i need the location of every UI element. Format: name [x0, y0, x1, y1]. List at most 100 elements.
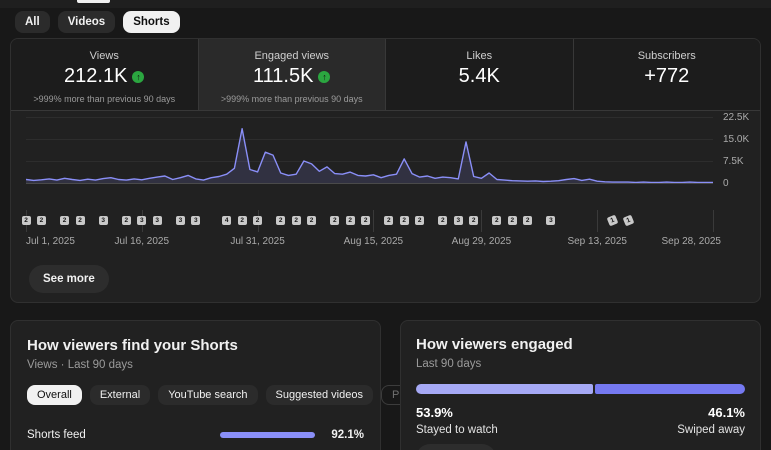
publish-marker[interactable]: 2 [291, 216, 301, 225]
x-axis-tick [373, 210, 375, 232]
metric-comparison: >999% more than previous 90 days [33, 94, 176, 104]
metric-value: 212.1K [64, 65, 128, 87]
see-more-button[interactable]: See more [416, 444, 496, 450]
filter-chip-videos[interactable]: Videos [57, 11, 116, 33]
publish-marker[interactable]: 2 [492, 216, 502, 225]
engagement-labels: 53.9% Stayed to watch 46.1% Swiped away [416, 405, 745, 436]
traffic-source-name: Shorts feed [27, 429, 86, 441]
publish-marker[interactable]: 2 [36, 216, 46, 225]
x-axis-tick-label: Sep 13, 2025 [567, 236, 627, 247]
metric-label: Views [89, 50, 119, 62]
publish-marker[interactable]: 2 [438, 216, 448, 225]
swiped-label: Swiped away [677, 424, 745, 436]
publish-marker[interactable]: 3 [175, 216, 185, 225]
publish-marker[interactable]: 2 [384, 216, 394, 225]
metric-value: 5.4K [458, 65, 500, 87]
publish-marker[interactable]: 2 [399, 216, 409, 225]
publish-marker[interactable]: 2 [415, 216, 425, 225]
traffic-row-shorts-feed[interactable]: Shorts feed 92.1% [27, 421, 364, 449]
metric-value: +772 [644, 65, 690, 87]
y-axis-tick-label: 22.5K [723, 112, 750, 123]
filter-chip-all[interactable]: All [15, 11, 50, 33]
metric-label: Likes [466, 50, 493, 62]
traffic-source-list: Shorts feed 92.1% YouTube search 3.5% [27, 421, 364, 450]
content-filter-chips: All Videos Shorts [15, 11, 180, 33]
publish-marker[interactable]: 3 [546, 216, 556, 225]
publish-marker[interactable]: 2 [276, 216, 286, 225]
swiped-percentage: 46.1% [708, 405, 745, 420]
stayed-percentage: 53.9% [416, 405, 453, 420]
publish-marker[interactable]: 2 [21, 216, 31, 225]
x-axis-tick [481, 210, 483, 232]
swiped-away-segment[interactable] [595, 384, 745, 394]
publish-marker[interactable]: 2 [121, 216, 131, 225]
publish-marker[interactable]: 2 [345, 216, 355, 225]
metric-value: 111.5K [253, 65, 314, 87]
publish-marker[interactable]: 2 [237, 216, 247, 225]
card-subtitle: Views · Last 90 days [27, 359, 133, 371]
trend-up-icon: ↑ [132, 70, 145, 83]
gridline [26, 183, 713, 184]
publish-marker[interactable]: 2 [60, 216, 70, 225]
publish-marker[interactable]: 2 [507, 216, 517, 225]
gridline [26, 117, 713, 118]
see-more-button[interactable]: See more [29, 265, 109, 293]
metric-comparison: >999% more than previous 90 days [220, 94, 363, 104]
views-trend-line [26, 127, 713, 183]
publish-marker[interactable]: 4 [222, 216, 232, 225]
traffic-tab-external[interactable]: External [89, 385, 151, 405]
x-axis-tick [597, 210, 599, 232]
publish-marker[interactable]: 3 [98, 216, 108, 225]
filter-chip-shorts[interactable]: Shorts [123, 11, 180, 33]
publish-marker[interactable]: 3 [453, 216, 463, 225]
publish-marker[interactable]: 2 [523, 216, 533, 225]
y-axis-tick-label: 0 [723, 178, 729, 189]
stayed-to-watch-segment[interactable] [416, 384, 594, 394]
publish-marker[interactable]: 2 [75, 216, 85, 225]
x-axis-tick-label: Sep 28, 2025 [661, 236, 722, 247]
traffic-tab-youtube-search[interactable]: YouTube search [158, 385, 258, 405]
analytics-overview-card: Views 212.1K ↑ >999% more than previous … [10, 38, 761, 303]
publish-marker[interactable]: 2 [361, 216, 371, 225]
metric-card-likes[interactable]: Likes 5.4K [386, 39, 574, 110]
top-tabbar [0, 0, 771, 8]
publish-marker[interactable]: 3 [137, 216, 147, 225]
metric-card-engaged-views[interactable]: Engaged views 111.5K ↑ >999% more than p… [198, 39, 386, 110]
y-axis-tick-label: 15.0K [723, 134, 750, 145]
publish-marker[interactable]: 3 [152, 216, 162, 225]
publish-marker[interactable]: 1 [606, 214, 619, 227]
traffic-tab-suggested-videos[interactable]: Suggested videos [265, 385, 373, 405]
y-axis-tick-label: 7.5K [723, 156, 744, 167]
publish-marker[interactable]: 3 [191, 216, 201, 225]
x-axis-tick [713, 210, 714, 232]
x-axis-tick-label: Jul 16, 2025 [114, 236, 170, 247]
traffic-source-tabs: Overall External YouTube search Suggeste… [27, 385, 444, 405]
metric-card-subscribers[interactable]: Subscribers +772 [573, 39, 760, 110]
stayed-label: Stayed to watch [416, 424, 498, 436]
gridline [26, 161, 713, 162]
publish-marker[interactable]: 2 [253, 216, 263, 225]
card-title: How viewers find your Shorts [27, 337, 238, 354]
x-axis-tick-label: Jul 31, 2025 [230, 236, 285, 247]
publish-marker[interactable]: 2 [307, 216, 317, 225]
engagement-card: How viewers engaged Last 90 days 53.9% S… [400, 320, 761, 450]
traffic-tab-overall[interactable]: Overall [27, 385, 82, 405]
traffic-sources-card: How viewers find your Shorts Views · Las… [10, 320, 444, 450]
gridline [26, 139, 713, 140]
metric-label: Subscribers [637, 50, 696, 62]
active-tab-indicator [77, 0, 110, 3]
x-axis-tick-label: Aug 15, 2025 [343, 236, 404, 247]
x-axis-tick-label: Jul 1, 2025 [26, 236, 75, 247]
publish-marker[interactable]: 2 [330, 216, 340, 225]
traffic-percentage: 92.1% [331, 429, 364, 441]
publish-marker[interactable]: 2 [469, 216, 479, 225]
x-axis-tick-label: Aug 29, 2025 [451, 236, 512, 247]
card-title: How viewers engaged [416, 336, 573, 353]
trend-up-icon: ↑ [318, 70, 331, 83]
publish-marker[interactable]: 1 [622, 214, 634, 227]
metric-label: Engaged views [254, 50, 330, 62]
metric-card-views[interactable]: Views 212.1K ↑ >999% more than previous … [11, 39, 199, 110]
traffic-bar [220, 432, 315, 438]
engagement-split-bar [416, 384, 745, 394]
